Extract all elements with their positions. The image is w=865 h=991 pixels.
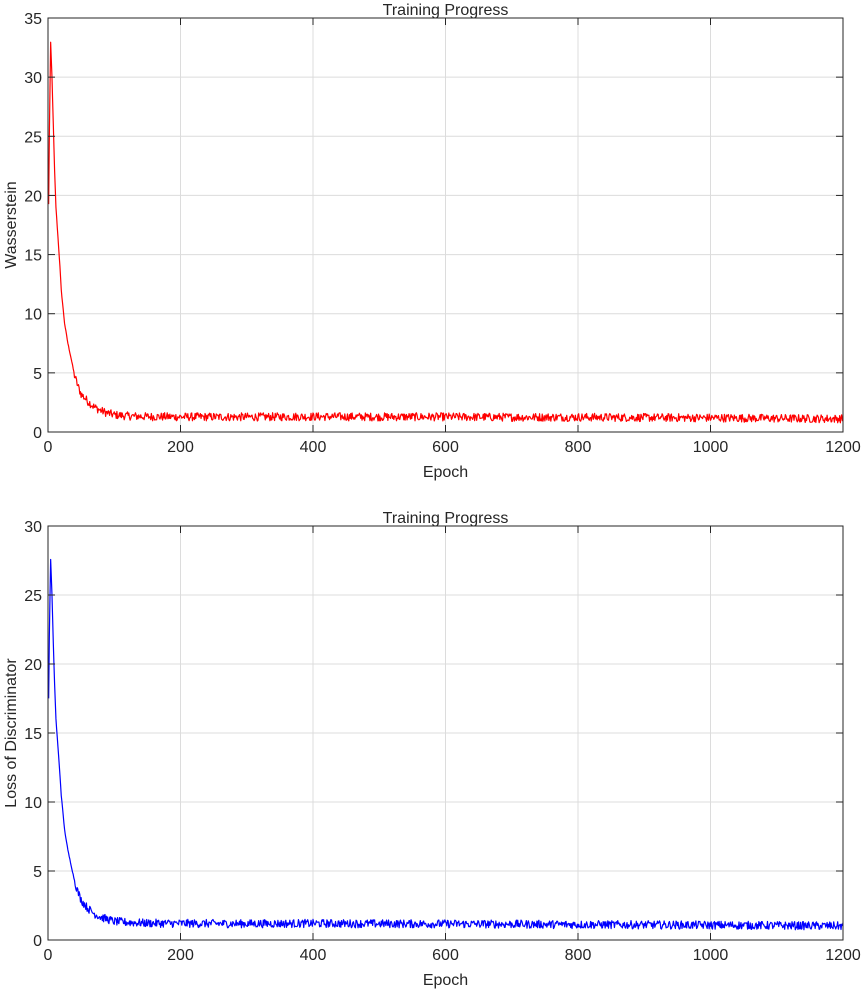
x-tick-label: 0	[44, 947, 53, 964]
x-tick-label: 600	[432, 947, 459, 964]
y-tick-label: 20	[24, 657, 42, 674]
x-tick-label: 200	[167, 439, 194, 456]
x-tick-label: 1000	[693, 947, 729, 964]
y-tick-label: 20	[24, 188, 42, 205]
x-tick-label: 400	[300, 439, 327, 456]
series-line	[48, 41, 844, 424]
chart-title: Training Progress	[383, 510, 509, 527]
x-axis-label: Epoch	[423, 972, 468, 989]
series-line	[48, 558, 844, 931]
x-tick-label: 1200	[825, 439, 861, 456]
x-tick-label: 400	[300, 947, 327, 964]
x-tick-label: 1200	[825, 947, 861, 964]
y-tick-label: 15	[24, 248, 42, 265]
x-tick-label: 0	[44, 439, 53, 456]
y-axis-label: Wasserstein	[3, 181, 20, 268]
y-tick-label: 30	[24, 70, 42, 87]
y-tick-label: 10	[24, 307, 42, 324]
y-tick-label: 5	[33, 366, 42, 383]
x-tick-label: 1000	[693, 439, 729, 456]
chart-title: Training Progress	[383, 2, 509, 19]
x-tick-label: 800	[565, 947, 592, 964]
y-tick-label: 10	[24, 795, 42, 812]
y-tick-label: 30	[24, 519, 42, 536]
x-tick-label: 600	[432, 439, 459, 456]
chart-panel-2: 0 200 400 600 800 1000 1200 0 5 10 15 20 25 30 Trainin…	[3, 510, 861, 989]
y-tick-label: 5	[33, 864, 42, 881]
y-tick-label: 0	[33, 425, 42, 442]
y-tick-label: 0	[33, 933, 42, 950]
chart-panel-1: 0 200 400 600 800 1000 1200 0 5 10 15 20 25 30 35 Train…	[3, 2, 861, 481]
x-axis-label: Epoch	[423, 464, 468, 481]
x-tick-label: 200	[167, 947, 194, 964]
y-tick-label: 15	[24, 726, 42, 743]
y-tick-label: 35	[24, 11, 42, 28]
y-axis-label: Loss of Discriminator	[3, 658, 20, 808]
y-tick-label: 25	[24, 588, 42, 605]
y-tick-label: 25	[24, 129, 42, 146]
x-tick-label: 800	[565, 439, 592, 456]
